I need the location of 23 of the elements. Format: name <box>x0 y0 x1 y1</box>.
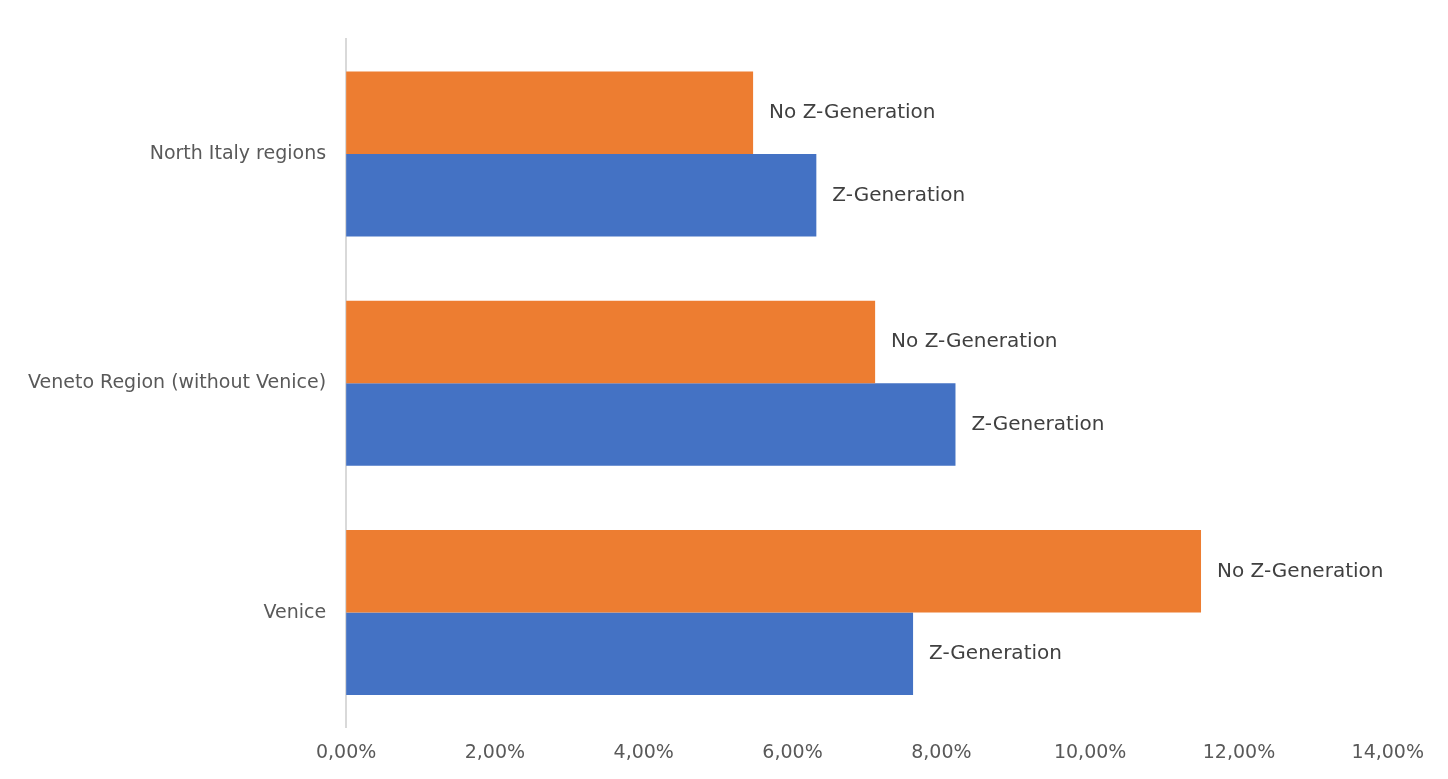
y-tick-label: Venice <box>263 599 327 622</box>
bar <box>346 383 956 466</box>
x-tick-label: 0,00% <box>315 739 377 762</box>
bar <box>346 71 754 155</box>
bar <box>346 154 817 237</box>
y-tick-label: North Italy regions <box>149 140 327 163</box>
bar <box>346 530 1202 613</box>
text: Z-Generation <box>929 640 1062 665</box>
x-tick-label: 2,00% <box>464 739 526 762</box>
x-tick-label: 14,00% <box>1351 739 1424 762</box>
x-tick-label: 10,00% <box>1053 739 1127 762</box>
text: No Z-Generation <box>1217 557 1384 582</box>
series-label: No Z-Generation <box>769 98 936 123</box>
y-tick-label: Veneto Region (without Venice) <box>27 370 327 393</box>
x-tick-label: 6,00% <box>762 739 823 762</box>
text: No Z-Generation <box>891 328 1058 353</box>
series-label: Z-Generation <box>832 181 966 206</box>
x-tick-label: 8,00% <box>911 739 972 762</box>
bar <box>346 612 914 696</box>
text: Z-Generation <box>971 410 1105 435</box>
bar <box>346 300 876 384</box>
x-tick-label: 12,00% <box>1202 739 1276 762</box>
x-tick-label: 4,00% <box>613 739 674 762</box>
